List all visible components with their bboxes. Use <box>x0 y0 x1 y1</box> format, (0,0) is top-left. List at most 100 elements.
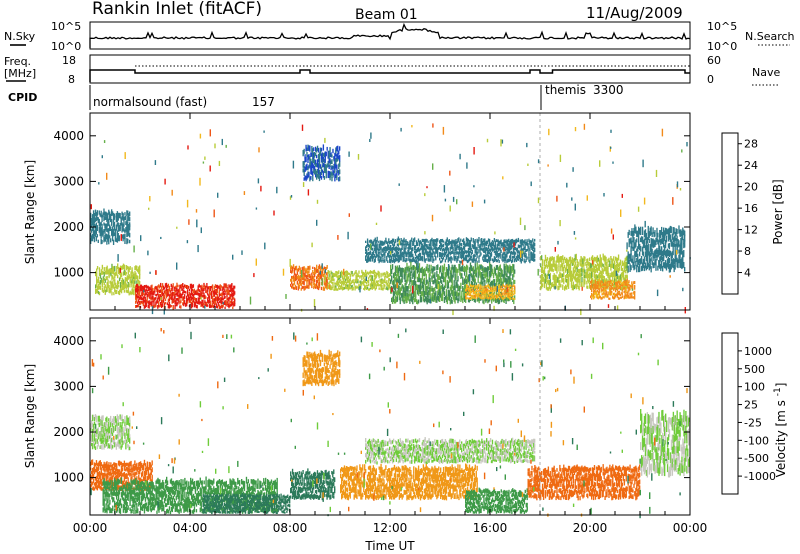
data-cell <box>375 280 377 283</box>
data-cell <box>489 290 491 293</box>
data-cell <box>421 243 424 249</box>
data-cell <box>119 444 121 449</box>
data-cell <box>616 273 619 280</box>
data-cell <box>466 162 468 169</box>
data-cell <box>478 286 480 290</box>
data-cell <box>599 281 601 285</box>
data-cell <box>291 276 294 280</box>
data-cell <box>501 139 504 144</box>
data-cell <box>293 270 296 276</box>
data-cell <box>503 299 505 303</box>
data-cell <box>342 277 345 281</box>
data-cell <box>110 213 112 219</box>
data-cell <box>201 303 203 307</box>
data-cell <box>472 266 475 272</box>
data-cell <box>424 258 426 263</box>
data-cell <box>188 219 190 225</box>
data-cell <box>422 284 425 293</box>
data-cell <box>409 243 411 248</box>
data-cell <box>99 485 101 490</box>
data-cell <box>412 296 414 305</box>
data-cell <box>571 261 574 266</box>
data-cell <box>617 290 620 293</box>
data-cell <box>468 267 471 274</box>
data-cell <box>454 291 456 297</box>
data-cell <box>167 298 170 303</box>
data-cell <box>466 292 469 294</box>
data-cell <box>441 291 444 297</box>
data-cell <box>211 284 214 289</box>
data-cell <box>150 285 152 289</box>
data-cell <box>632 260 634 268</box>
data-cell <box>450 245 452 250</box>
data-cell <box>480 252 482 256</box>
data-cell <box>437 238 439 242</box>
data-cell <box>479 244 481 249</box>
data-cell <box>229 304 231 308</box>
data-cell <box>441 248 444 252</box>
data-cell <box>483 291 485 295</box>
data-cell <box>656 247 658 254</box>
data-cell <box>571 273 574 278</box>
data-cell <box>479 264 481 271</box>
data-cell <box>128 283 130 288</box>
data-cell <box>506 284 508 287</box>
data-cell <box>110 422 112 428</box>
data-cell <box>473 290 476 293</box>
data-cell <box>149 271 151 274</box>
data-cell <box>316 164 319 168</box>
data-cell <box>410 293 412 298</box>
data-cell <box>421 255 424 259</box>
data-cell <box>380 272 382 275</box>
data-cell <box>142 286 145 291</box>
data-cell <box>598 282 601 287</box>
data-cell <box>99 222 101 228</box>
data-cell <box>626 255 628 263</box>
data-cell <box>295 286 298 290</box>
data-cell <box>454 274 456 282</box>
data-cell <box>413 258 415 262</box>
data-cell <box>183 298 185 303</box>
data-cell <box>339 155 341 162</box>
data-cell <box>353 273 355 276</box>
data-cell <box>633 281 635 284</box>
data-cell <box>310 167 312 175</box>
data-cell <box>106 432 108 440</box>
data-cell <box>390 251 393 254</box>
data-cell <box>122 284 125 290</box>
data-cell <box>341 271 344 275</box>
data-cell <box>138 286 141 290</box>
data-cell <box>467 286 470 288</box>
data-cell <box>479 271 481 278</box>
data-cell <box>397 243 400 247</box>
data-cell <box>333 278 335 282</box>
data-cell <box>584 269 586 274</box>
data-cell <box>312 148 314 154</box>
data-cell <box>96 289 98 294</box>
data-cell <box>589 262 591 269</box>
data-cell <box>434 287 436 291</box>
data-cell <box>356 278 358 281</box>
data-cell <box>221 292 223 297</box>
data-cell <box>225 283 227 289</box>
data-cell <box>607 285 609 288</box>
data-cell <box>561 276 563 283</box>
data-cell <box>331 287 333 290</box>
data-cell <box>374 282 376 287</box>
data-cell <box>605 256 607 262</box>
data-cell <box>172 283 174 288</box>
data-cell <box>496 286 498 292</box>
data-cell <box>423 271 426 277</box>
data-cell <box>468 280 471 286</box>
data-cell <box>617 267 620 273</box>
data-cell <box>374 271 376 274</box>
data-cell <box>478 237 480 242</box>
data-cell <box>439 276 441 280</box>
data-cell <box>403 257 405 261</box>
data-cell <box>291 266 294 272</box>
data-cell <box>630 285 632 288</box>
data-cell <box>126 277 128 283</box>
data-cell <box>471 285 474 288</box>
data-cell <box>584 274 586 279</box>
